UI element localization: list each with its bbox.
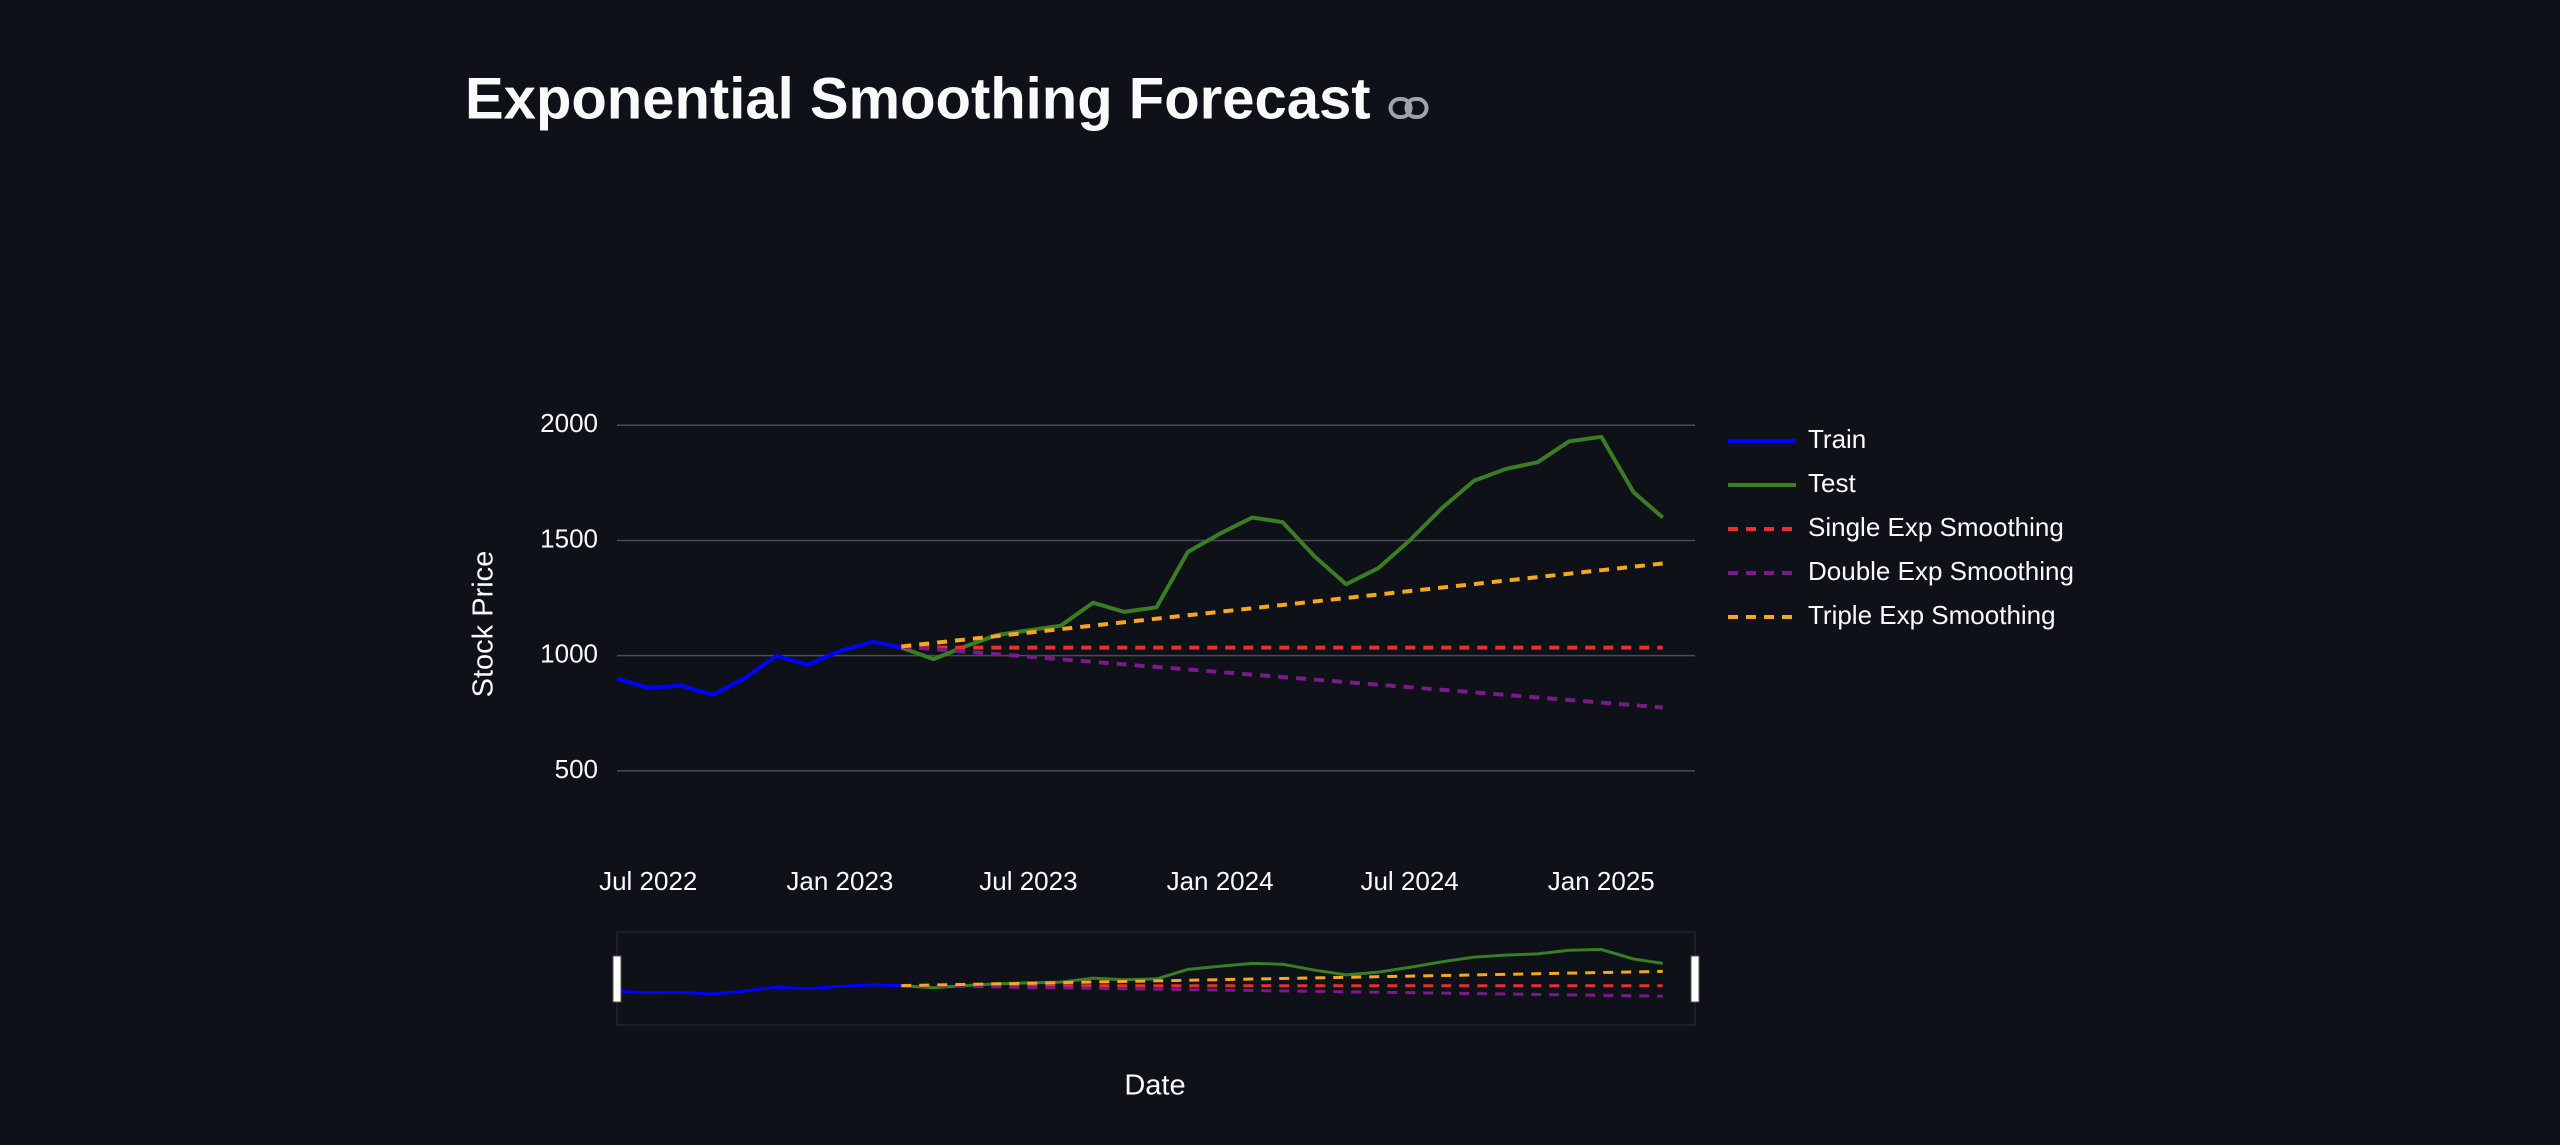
y-tick-label: 1000 — [540, 639, 598, 669]
legend-label: Triple Exp Smoothing — [1808, 600, 2056, 630]
range-slider-handle[interactable] — [1690, 955, 1700, 1003]
x-tick-label: Jul 2023 — [979, 866, 1077, 896]
x-tick-label: Jul 2022 — [599, 866, 697, 896]
range-slider-line — [901, 984, 1663, 998]
legend-label: Double Exp Smoothing — [1808, 556, 2074, 586]
range-slider-line — [616, 983, 902, 996]
range-slider-handle[interactable] — [612, 955, 622, 1003]
chart-title: Exponential Smoothing Forecast — [465, 66, 1371, 131]
line — [900, 434, 1665, 662]
y-tick-label: 500 — [555, 754, 598, 784]
x-tick-label: Jan 2025 — [1548, 866, 1655, 896]
y-tick-label: 2000 — [540, 408, 598, 438]
y-axis-title: Stock Price — [468, 551, 500, 698]
x-tick-label: Jan 2024 — [1167, 866, 1274, 896]
x-tick-label: Jul 2024 — [1360, 866, 1458, 896]
line — [901, 561, 1663, 649]
line — [616, 639, 902, 697]
line — [901, 644, 1663, 710]
legend-label: Train — [1808, 424, 1866, 454]
y-tick-label: 1500 — [540, 523, 598, 553]
x-axis-title: Date — [1124, 1070, 1185, 1102]
anchor-link-icon[interactable] — [1388, 97, 1429, 119]
x-tick-label: Jan 2023 — [786, 866, 893, 896]
range-slider-line — [901, 969, 1663, 988]
legend-label: Test — [1808, 468, 1856, 498]
legend-label: Single Exp Smoothing — [1808, 512, 2064, 542]
